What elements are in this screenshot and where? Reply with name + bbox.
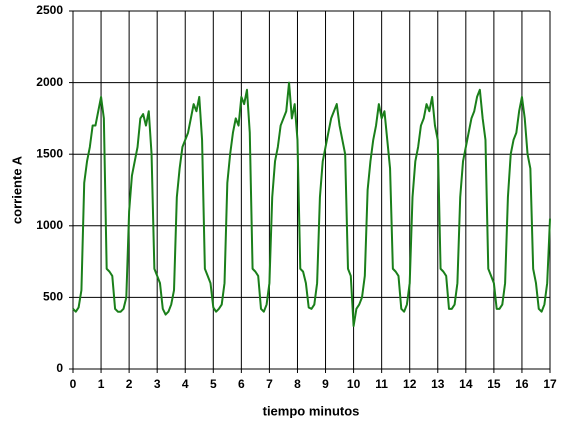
x-tick-label: 0 [70,377,77,391]
x-tick-label: 7 [266,377,273,391]
y-tick-label: 500 [43,290,63,304]
y-tick-label: 2000 [36,75,63,89]
x-axis-title: tiempo minutos [263,403,360,418]
x-tick-label: 10 [347,377,361,391]
x-tick-label: 6 [238,377,245,391]
y-tick-label: 1000 [36,218,63,232]
x-tick-label: 8 [294,377,301,391]
x-tick-label: 2 [126,377,133,391]
x-tick-label: 3 [154,377,161,391]
x-tick-label: 12 [403,377,417,391]
x-tick-label: 16 [515,377,529,391]
x-tick-label: 15 [487,377,501,391]
y-tick-label: 2500 [36,3,63,17]
x-tick-label: 11 [375,377,388,391]
x-tick-label: 1 [98,377,105,391]
x-tick-label: 5 [210,377,217,391]
data-line [72,81,551,328]
x-tick-label: 9 [322,377,329,391]
x-tick-label: 14 [459,377,473,391]
y-tick-label: 0 [56,361,63,375]
y-axis-title: corriente A [9,155,24,224]
x-tick-label: 13 [431,377,445,391]
y-tick-label: 1500 [36,146,63,160]
x-tick-label: 4 [182,377,189,391]
x-tick-label: 17 [543,377,557,391]
